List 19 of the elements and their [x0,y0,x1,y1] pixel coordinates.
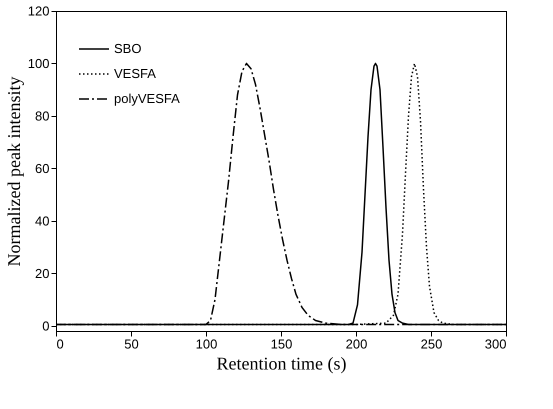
x-axis-title: Retention time (s) [216,354,346,374]
y-tick-label: 120 [28,4,50,18]
y-axis-title: Normalized peak intensity [4,76,24,266]
x-tick-label: 300 [484,336,506,352]
y-tick-label: 80 [35,108,50,124]
y-tick-label: 60 [35,160,50,176]
x-tick-label: 250 [420,336,442,352]
y-tick-label: 0 [42,318,50,334]
y-tick-label: 20 [35,266,50,281]
x-tick-label: 200 [346,336,368,352]
legend-label: VESFA [114,66,156,81]
x-tick-label: 100 [196,336,218,352]
legend-label: SBO [114,41,142,56]
y-tick-label: 100 [28,56,50,71]
x-tick-label: 0 [56,336,64,352]
legend-label: polyVESFA [114,91,180,106]
x-tick-label: 150 [270,336,292,352]
x-tick-label: 50 [124,336,139,352]
y-tick-label: 40 [35,213,50,228]
